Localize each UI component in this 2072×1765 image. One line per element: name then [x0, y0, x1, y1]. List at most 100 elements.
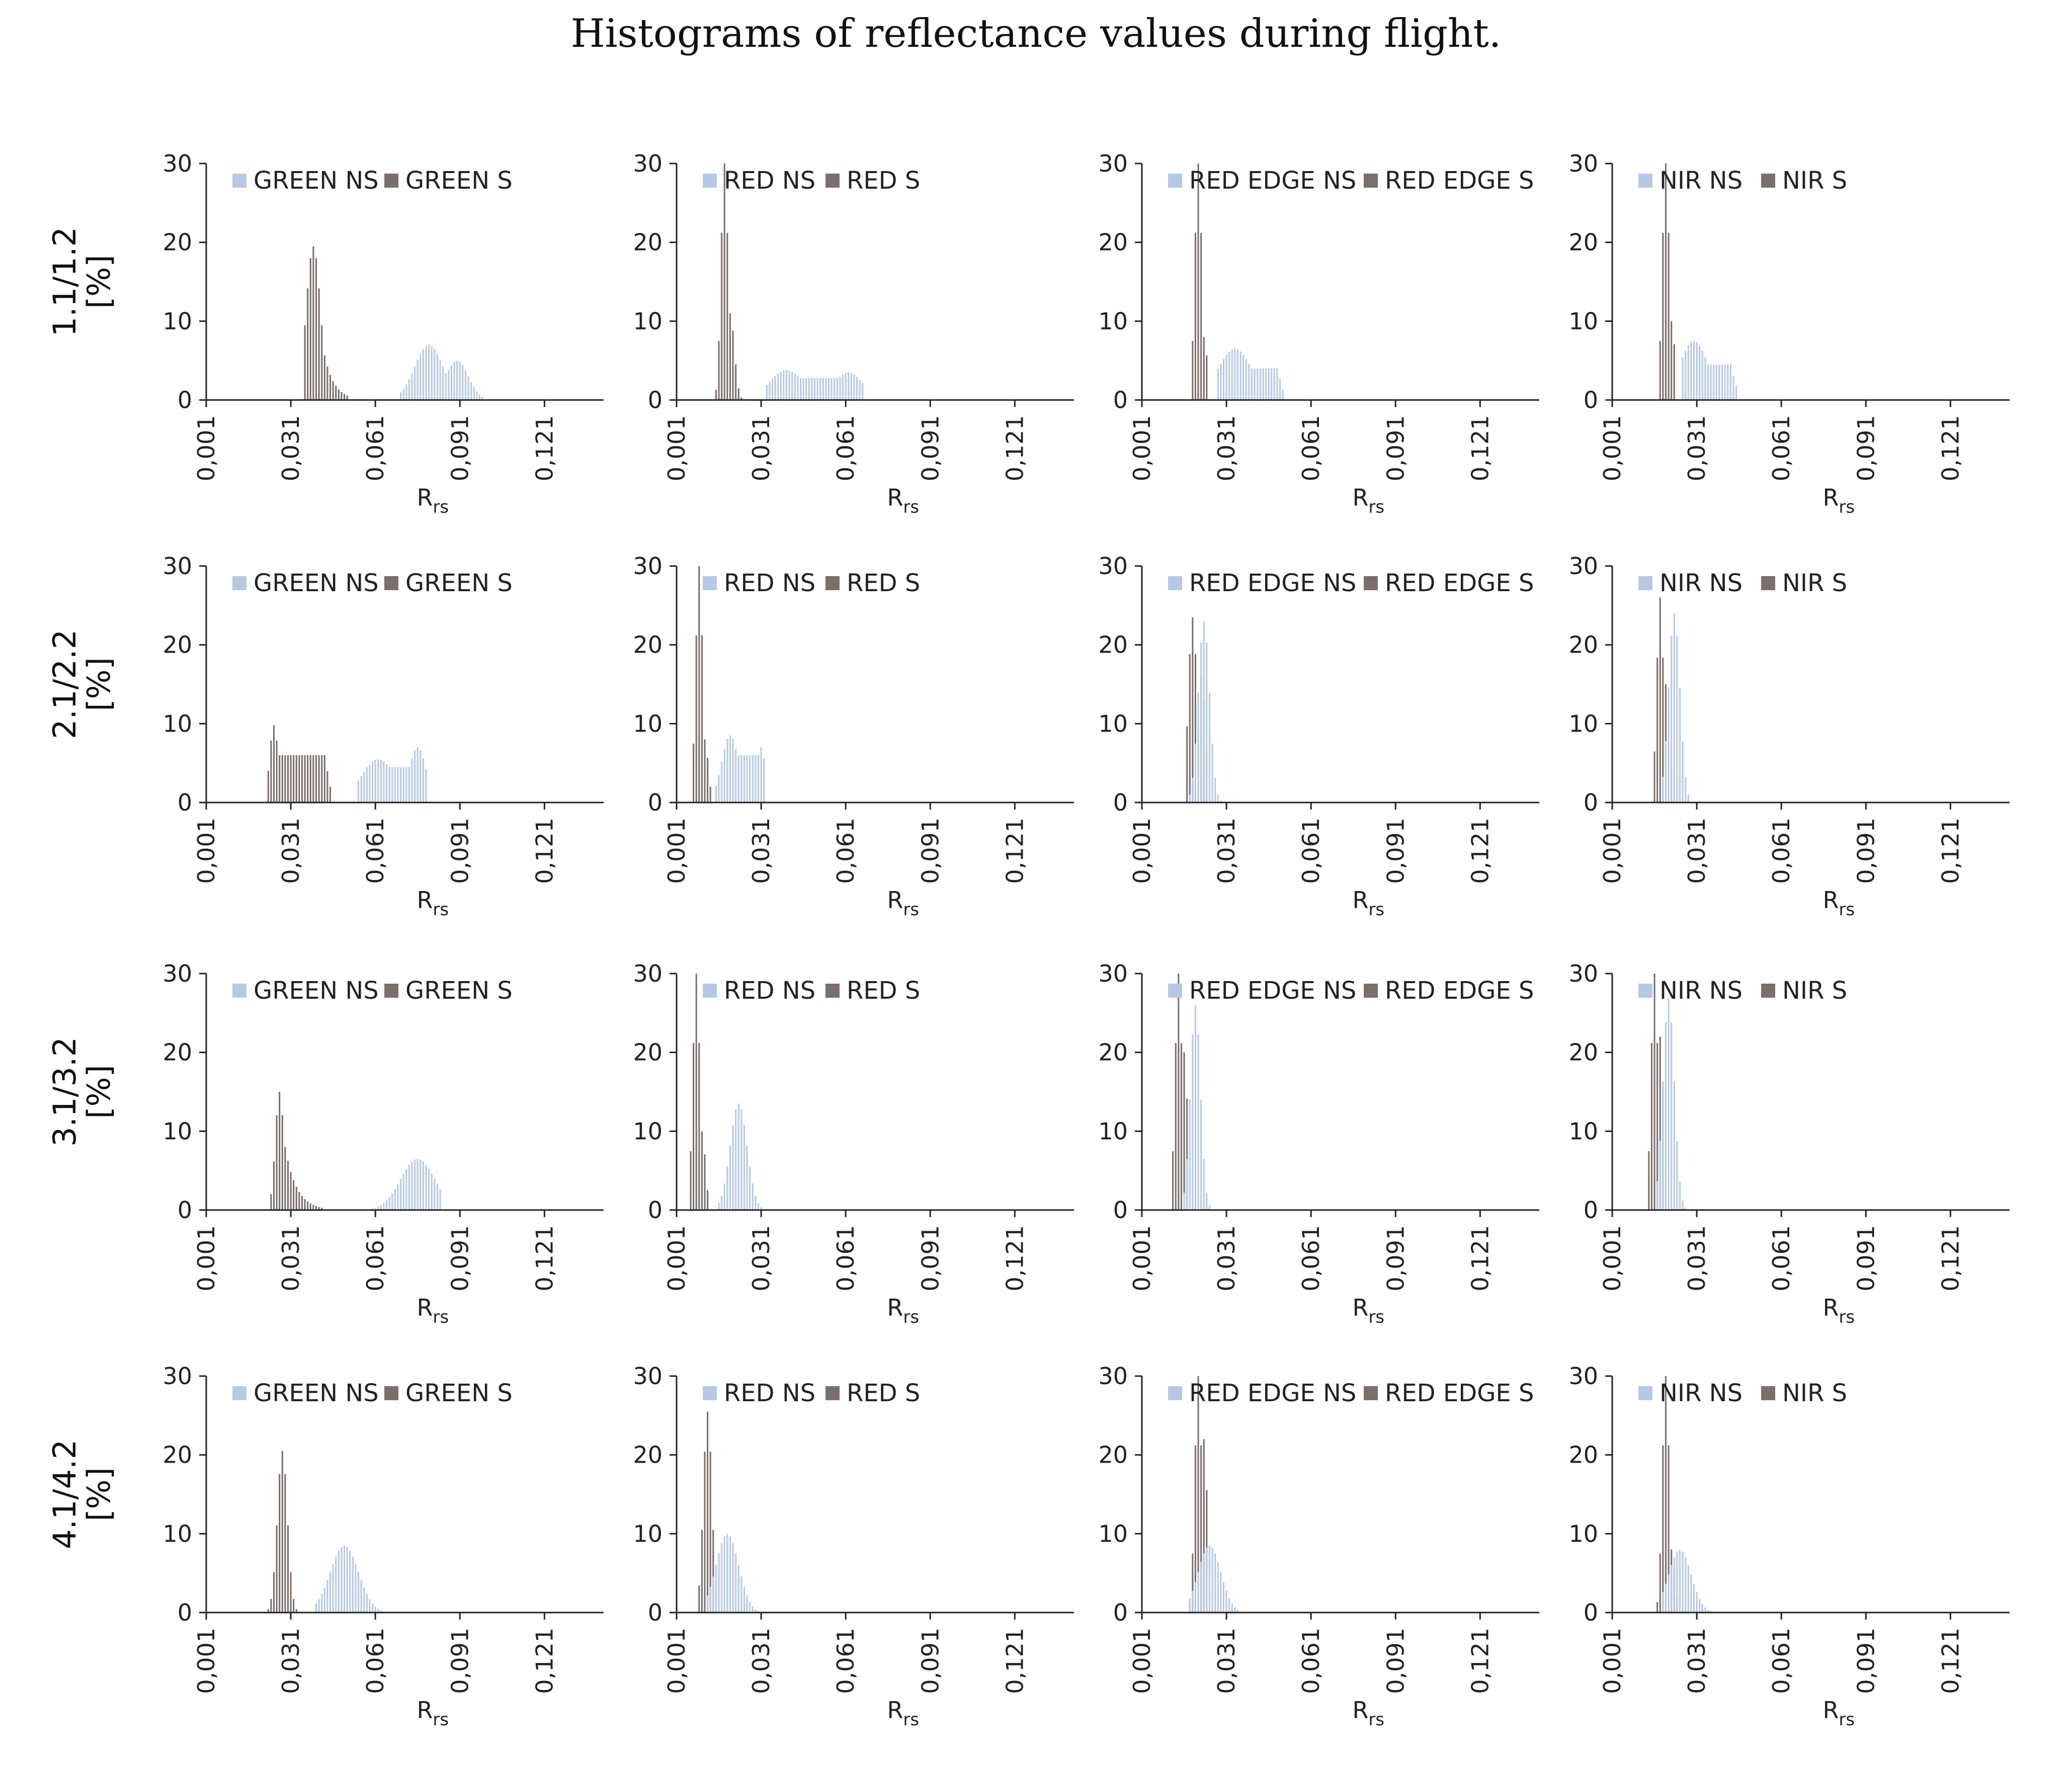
y-tick-label: 20 [1568, 631, 1598, 659]
legend-swatch-s [825, 984, 840, 998]
histogram-bar-ns [1234, 349, 1236, 400]
histogram-bar-s [709, 786, 711, 803]
histogram-bar-ns [1203, 621, 1205, 803]
y-tick-label: 0 [178, 789, 192, 816]
legend-swatch-s [1364, 984, 1378, 998]
histogram-bar-ns [1192, 778, 1194, 803]
histogram-bar-ns [1276, 368, 1278, 400]
x-tick-label: 0,031 [1683, 1225, 1710, 1292]
histogram-bar-ns [445, 373, 447, 400]
x-tick-label-group: 0,061 [1768, 1628, 1795, 1694]
histogram-bar-ns [1259, 368, 1261, 400]
histogram-bar-ns [391, 1193, 393, 1210]
histogram-bar-s [1172, 1151, 1174, 1210]
histogram-bar-s [707, 1190, 709, 1210]
histogram-bar-ns [799, 378, 802, 400]
histogram-bar-ns [1682, 1200, 1684, 1210]
x-tick-label: 0,031 [277, 415, 304, 482]
histogram-bar-ns [729, 1145, 731, 1210]
histogram-bar-ns [757, 755, 760, 803]
x-tick-label-group: 0,121 [531, 818, 558, 884]
histogram-bar-s [1665, 1376, 1667, 1613]
histogram-bar-ns [1659, 1141, 1661, 1210]
histogram-bar-ns [1208, 1545, 1211, 1613]
histogram-bar-ns [391, 767, 393, 803]
histogram-bar-ns [760, 747, 762, 803]
histogram-bar-s [1665, 164, 1667, 400]
histogram-bar-ns [834, 378, 836, 400]
row-label: 3.1/3.2 [46, 1037, 83, 1147]
x-tick-label: 0,121 [1466, 1628, 1494, 1694]
legend-label-s: GREEN S [405, 167, 513, 195]
x-tick-label-group: 0,121 [1466, 1225, 1494, 1292]
x-tick-label-group: 0,001 [1128, 415, 1155, 482]
histogram-bar-ns [335, 1556, 337, 1613]
histogram-bar-s [293, 1180, 295, 1210]
x-tick-label-group: 0,061 [1297, 1628, 1324, 1694]
y-tick-label: 10 [1568, 1520, 1598, 1547]
histogram-bar-s [315, 1206, 317, 1210]
histogram-bar-ns [749, 1601, 751, 1613]
histogram-bar-s [279, 1092, 281, 1210]
histogram-bar-ns [816, 378, 818, 400]
x-tick-label: 0,001 [663, 415, 690, 482]
histogram-bar-s [323, 755, 325, 803]
histogram-bar-ns [1682, 357, 1684, 400]
x-tick-label-group: 0,001 [663, 1225, 690, 1292]
histogram-bar-ns [1662, 1592, 1664, 1613]
histogram-bar-ns [729, 1536, 731, 1613]
x-tick-label: 0,091 [1382, 818, 1409, 884]
histogram-bar-ns [721, 1543, 723, 1613]
histogram-bar-s [270, 1194, 272, 1210]
x-tick-label: 0,061 [832, 415, 859, 482]
histogram-bar-s [1203, 1439, 1205, 1613]
x-tick-label: 0,031 [1213, 1628, 1240, 1694]
histogram-bar-ns [732, 1125, 734, 1210]
histogram-bar-ns [329, 1572, 331, 1613]
histogram-bar-ns [372, 761, 374, 803]
y-tick-label: 10 [162, 1520, 192, 1547]
histogram-bar-s [315, 258, 317, 400]
histogram-bar-s [698, 1042, 700, 1210]
figure-title: Histograms of reflectance values during … [570, 11, 1502, 56]
histogram-bar-ns [828, 378, 830, 400]
x-tick-label: 0,001 [1599, 1628, 1626, 1694]
histogram-bar-ns [1192, 1590, 1194, 1613]
y-tick-label: 10 [162, 710, 192, 737]
x-axis-label-main: R [1352, 1294, 1368, 1321]
histogram-bar-ns [425, 346, 427, 400]
histogram-bar-s [304, 325, 306, 400]
x-axis-label: Rrs [1822, 1294, 1855, 1327]
x-tick-label: 0,121 [1937, 1628, 1964, 1694]
x-tick-label: 0,031 [748, 415, 775, 482]
y-tick-label: 0 [1584, 789, 1598, 816]
histogram-bar-s [293, 755, 295, 803]
histogram-bar-ns [723, 749, 725, 803]
x-tick-label-group: 0,121 [531, 1225, 558, 1292]
histogram-bar-ns [1687, 1565, 1689, 1613]
legend-label-ns: RED NS [724, 1379, 815, 1407]
histogram-bar-ns [386, 764, 388, 803]
histogram-bar-ns [802, 378, 804, 400]
x-tick-label: 0,121 [1001, 1628, 1028, 1694]
x-tick-label-group: 0,121 [1001, 1628, 1028, 1694]
y-tick-label: 0 [178, 1196, 192, 1224]
histogram-bar-ns [380, 1610, 382, 1613]
histogram-bar-s [1659, 1553, 1661, 1613]
histogram-bar-s [723, 164, 725, 400]
x-tick-label-group: 0,001 [193, 415, 220, 482]
histogram-bar-s [281, 1115, 283, 1210]
legend-label-s: RED EDGE S [1385, 569, 1534, 597]
histogram-bar-ns [1679, 1549, 1681, 1613]
histogram-bar-ns [1718, 364, 1720, 400]
histogram-bar-ns [819, 378, 821, 400]
histogram-bar-ns [1727, 364, 1729, 400]
panel-red-2: 0 10 20 30 0,001 0,031 0,061 0,091 0,121 Rrs RED N… [633, 552, 1074, 920]
x-tick-label: 0,061 [1768, 1628, 1795, 1694]
histogram-bar-ns [746, 1145, 748, 1210]
x-tick-label: 0,031 [277, 1225, 304, 1292]
x-tick-label-group: 0,091 [1852, 818, 1879, 884]
x-tick-label-group: 0,091 [1852, 415, 1879, 482]
x-tick-label: 0,091 [1852, 1225, 1879, 1292]
x-tick-label: 0,061 [1768, 818, 1795, 884]
